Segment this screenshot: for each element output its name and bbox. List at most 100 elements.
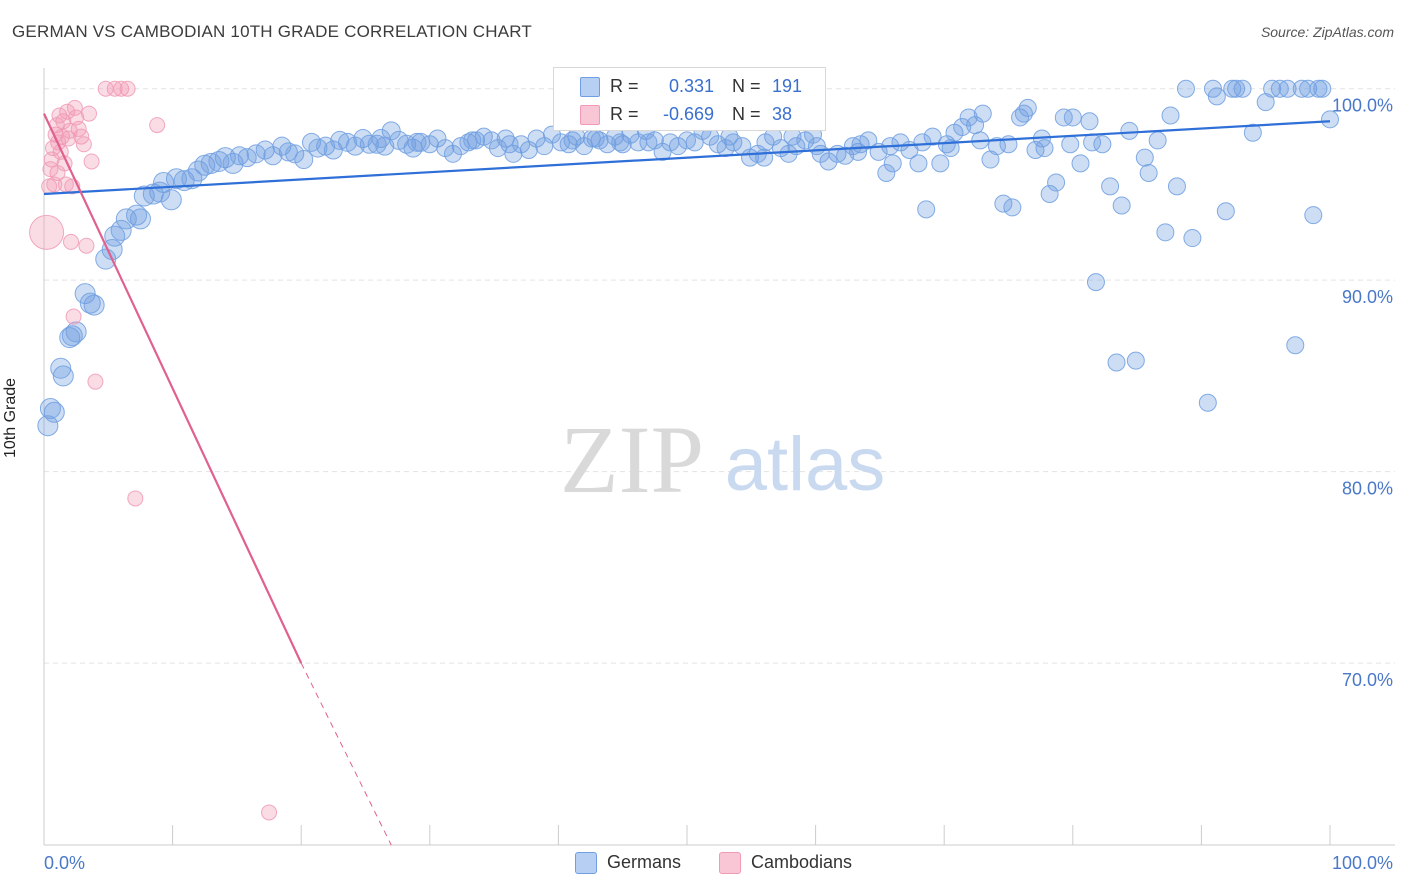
german-point xyxy=(160,189,182,211)
bottom-legend-label-germans: Germans xyxy=(607,852,682,872)
german-point xyxy=(463,131,482,150)
watermark: ZIP atlas xyxy=(560,406,885,513)
german-point xyxy=(74,283,96,305)
german-point xyxy=(1071,154,1090,173)
cambodian-trend-extension xyxy=(300,662,392,846)
cambodian-points xyxy=(29,80,278,821)
legend-r-label: R = xyxy=(610,76,639,96)
german-point xyxy=(1309,79,1328,98)
german-point xyxy=(1139,163,1158,182)
german-point xyxy=(278,142,298,162)
german-point xyxy=(1161,106,1180,125)
german-point xyxy=(1086,273,1105,292)
chart-title: GERMAN VS CAMBODIAN 10TH GRADE CORRELATI… xyxy=(12,22,532,41)
cambodian-point xyxy=(75,136,92,153)
german-point xyxy=(678,131,696,150)
german-point xyxy=(129,208,151,230)
cambodian-point xyxy=(127,490,144,507)
german-point xyxy=(50,357,72,379)
german-point xyxy=(987,137,1006,156)
legend-row-germans: R = 0.331 N = 191 xyxy=(554,74,825,100)
german-point xyxy=(1003,198,1022,217)
legend-r-label: R = xyxy=(610,104,639,124)
german-point xyxy=(1278,79,1297,98)
german-point xyxy=(428,129,447,148)
german-point xyxy=(500,135,519,154)
cambodian-point xyxy=(78,237,95,254)
german-point xyxy=(1135,148,1154,167)
legend-swatch-cambodians xyxy=(580,105,600,125)
german-point xyxy=(1167,177,1186,196)
legend-r-value: -0.669 xyxy=(662,104,714,124)
german-point xyxy=(359,134,379,154)
axes xyxy=(43,68,1395,846)
cambodian-point xyxy=(149,117,166,134)
german-point xyxy=(229,146,249,166)
german-point xyxy=(1216,202,1235,221)
german-trend-line xyxy=(43,120,1331,196)
german-point xyxy=(200,152,222,174)
german-point xyxy=(611,133,630,152)
german-point xyxy=(1243,123,1262,142)
german-point xyxy=(285,144,305,164)
german-point xyxy=(165,168,187,190)
german-point xyxy=(917,200,936,219)
cambodian-point xyxy=(113,80,130,97)
german-point xyxy=(126,204,148,226)
german-point xyxy=(371,129,391,148)
german-point xyxy=(443,144,462,163)
y-tick-label: 100.0% xyxy=(1332,96,1393,116)
german-point xyxy=(639,133,658,152)
german-point xyxy=(1198,393,1217,412)
german-point xyxy=(779,144,798,163)
german-point xyxy=(668,137,687,156)
german-point xyxy=(104,225,126,247)
legend-n-value: 38 xyxy=(772,104,793,124)
german-point xyxy=(1313,79,1332,98)
german-point xyxy=(994,194,1013,213)
german-point xyxy=(883,154,902,173)
german-point xyxy=(586,129,605,148)
y-tick-label: 70.0% xyxy=(1342,670,1393,690)
german-point xyxy=(551,133,570,152)
german-point xyxy=(755,148,774,167)
german-point xyxy=(381,121,401,141)
german-point xyxy=(1126,351,1145,370)
german-point xyxy=(1207,87,1226,106)
german-point xyxy=(1063,108,1082,127)
legend-row-cambodians: R = -0.669 N = 38 xyxy=(554,102,825,128)
legend-r-value: 0.331 xyxy=(668,76,714,96)
german-point xyxy=(79,292,101,314)
cambodian-point xyxy=(55,113,72,130)
german-point xyxy=(83,294,105,316)
german-point xyxy=(1263,79,1282,98)
german-point xyxy=(1061,135,1080,154)
tick-labels: 70.0% 80.0% 90.0% 100.0% 0.0% 100.0% xyxy=(44,96,1393,873)
german-point xyxy=(52,365,74,387)
german-point xyxy=(39,397,61,419)
german-point xyxy=(1026,140,1045,159)
german-point xyxy=(482,131,501,150)
cambodian-point xyxy=(81,105,98,122)
watermark-atlas: atlas xyxy=(725,422,886,507)
german-point xyxy=(1223,79,1242,98)
german-point xyxy=(43,401,65,423)
german-point xyxy=(1299,79,1318,98)
german-point xyxy=(61,325,83,347)
cambodian-point xyxy=(87,373,104,390)
cambodian-point xyxy=(119,80,136,97)
german-point xyxy=(1321,110,1339,129)
legend-n-label: N = xyxy=(732,76,761,96)
german-point xyxy=(37,415,59,437)
german-point xyxy=(504,144,523,163)
german-point xyxy=(1183,229,1202,248)
german-point xyxy=(653,142,672,161)
german-point xyxy=(1286,336,1305,355)
x-tick-label: 100.0% xyxy=(1332,853,1393,873)
german-point xyxy=(488,139,507,158)
german-point xyxy=(563,131,582,150)
cambodian-point xyxy=(63,233,80,250)
german-point xyxy=(1101,177,1120,196)
cambodian-point xyxy=(261,804,278,821)
cambodian-point xyxy=(59,103,76,120)
